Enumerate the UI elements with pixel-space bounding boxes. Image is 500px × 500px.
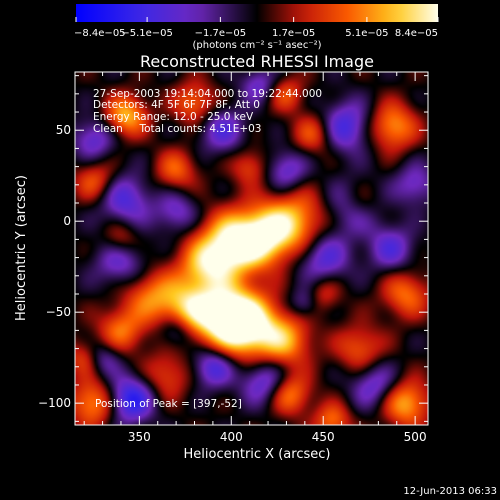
x-tick-label: 400 [220,430,243,444]
colorbar-gradient [76,4,438,22]
colorbar-tick-label: −5.1e−05 [121,28,173,39]
y-tick-label: 50 [56,123,71,137]
y-tick-label: 0 [63,214,71,228]
info-time-range: 27-Sep-2003 19:14:04.000 to 19:22:44.000 [93,88,322,100]
plot-frame [74,71,429,426]
colorbar-tick-label: 8.4e−05 [395,28,438,39]
x-tick-label: 450 [312,430,335,444]
chart-title: Reconstructed RHESSI Image [140,52,374,71]
colorbar-tick-label: −1.7e−05 [195,28,247,39]
y-tick-label: −50 [46,305,71,319]
peak-position: Position of Peak = [397,-52] [95,398,242,410]
colorbar-ticks: −8.4e−05−5.1e−05 −1.7e−05 1.7e−05 5.1e−05 8.… [74,17,439,39]
axis-ticks: 350 400 450 500 −100 −50 0 50 [38,72,428,444]
y-axis-label: Heliocentric Y (arcsec) [14,175,29,321]
y-tick-label: −100 [38,396,71,410]
info-energy-range: Energy Range: 12.0 - 25.0 keV [93,111,254,123]
info-block: 27-Sep-2003 19:14:04.000 to 19:22:44.000… [93,88,322,410]
footer-date: 12-Jun-2013 06:33 [403,486,497,497]
x-tick-label: 500 [404,430,427,444]
colorbar-units: (photons cm⁻² s⁻¹ asec⁻²) [192,40,321,51]
plot-area: 350 400 450 500 −100 −50 0 50 [38,71,429,444]
info-detectors: Detectors: 4F 5F 6F 7F 8F, Att 0 [93,99,260,111]
info-clean-counts: Clean Total counts: 4.51E+03 [93,123,262,135]
colorbar-tick-label: −8.4e−05 [74,28,126,39]
colorbar-tick-label: 1.7e−05 [272,28,315,39]
colorbar-tick-label: 5.1e−05 [345,28,388,39]
colorbar: −8.4e−05−5.1e−05 −1.7e−05 1.7e−05 5.1e−05 8.… [74,4,439,51]
heatmap-image [75,72,428,425]
x-tick-label: 350 [128,430,151,444]
x-axis-label: Heliocentric X (arcsec) [184,447,331,462]
